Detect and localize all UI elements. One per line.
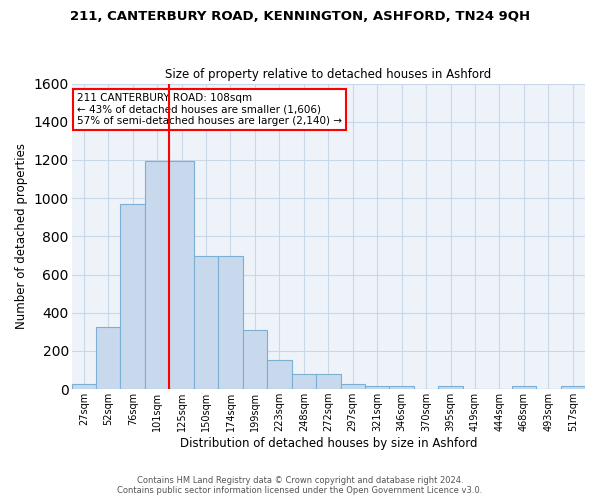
Bar	[560, 386, 585, 389]
Bar	[145, 161, 169, 389]
Bar	[71, 384, 96, 389]
Y-axis label: Number of detached properties: Number of detached properties	[15, 144, 28, 330]
X-axis label: Distribution of detached houses by size in Ashford: Distribution of detached houses by size …	[179, 437, 477, 450]
Bar	[121, 204, 145, 389]
Bar	[341, 384, 365, 389]
Text: Contains HM Land Registry data © Crown copyright and database right 2024.
Contai: Contains HM Land Registry data © Crown c…	[118, 476, 482, 495]
Bar	[267, 360, 292, 389]
Bar	[365, 386, 389, 389]
Bar	[194, 256, 218, 389]
Bar	[439, 386, 463, 389]
Bar	[243, 330, 267, 389]
Bar	[169, 161, 194, 389]
Text: 211, CANTERBURY ROAD, KENNINGTON, ASHFORD, TN24 9QH: 211, CANTERBURY ROAD, KENNINGTON, ASHFOR…	[70, 10, 530, 23]
Text: 211 CANTERBURY ROAD: 108sqm
← 43% of detached houses are smaller (1,606)
57% of : 211 CANTERBURY ROAD: 108sqm ← 43% of det…	[77, 92, 342, 126]
Bar	[512, 386, 536, 389]
Bar	[316, 374, 341, 389]
Bar	[292, 374, 316, 389]
Bar	[96, 327, 121, 389]
Title: Size of property relative to detached houses in Ashford: Size of property relative to detached ho…	[165, 68, 491, 81]
Bar	[389, 386, 414, 389]
Bar	[218, 256, 243, 389]
